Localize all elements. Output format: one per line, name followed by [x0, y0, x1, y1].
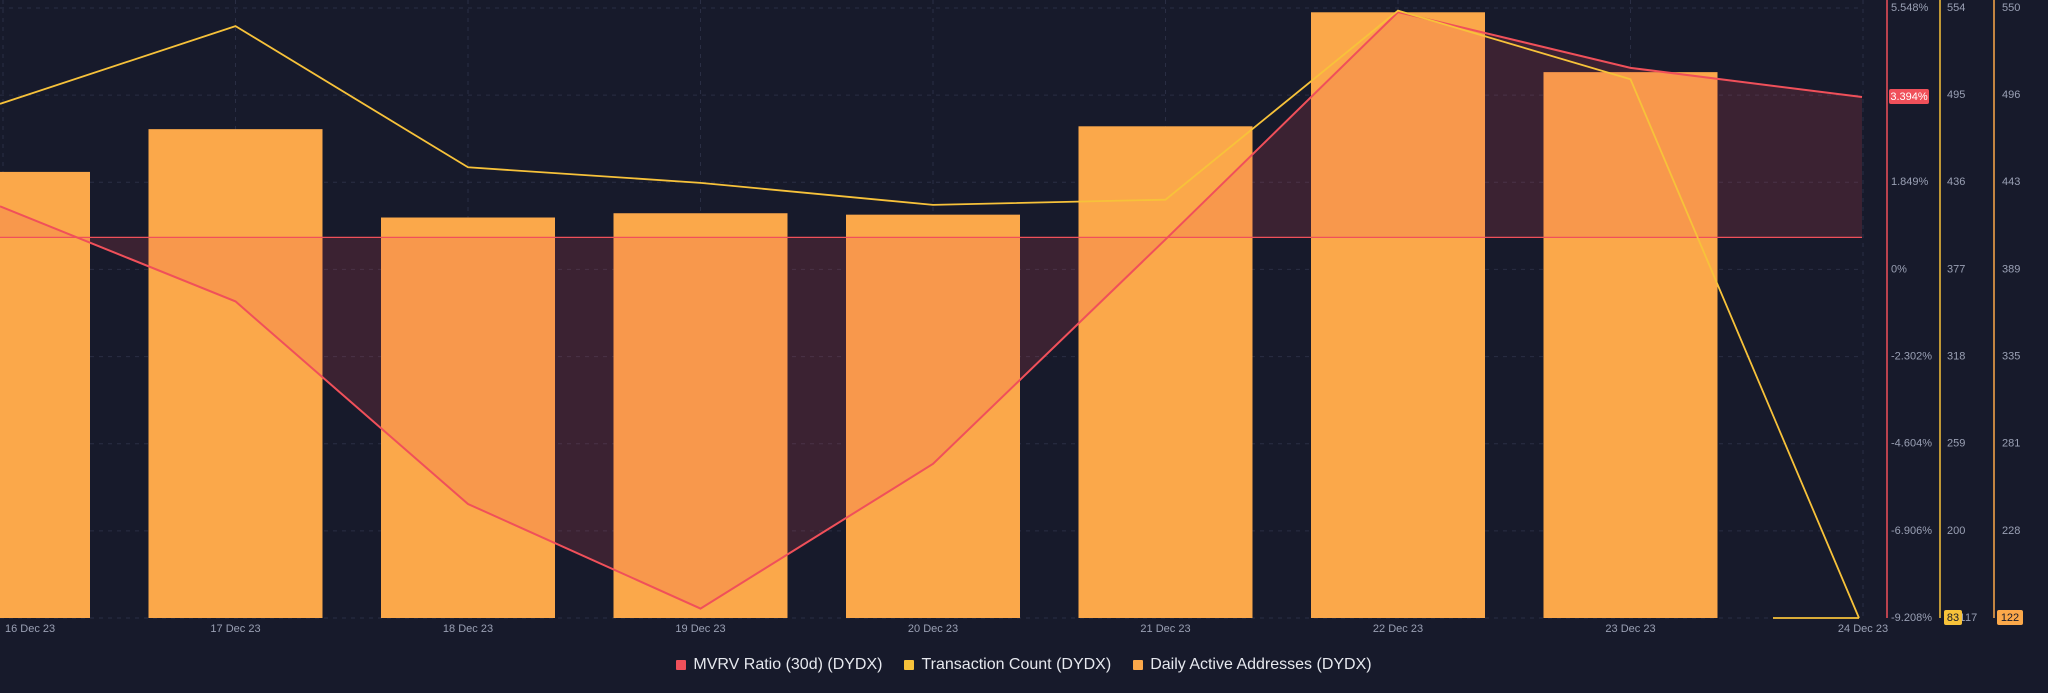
transaction-count-tick-label: 436: [1947, 176, 1965, 188]
x-axis-tick-label: 24 Dec 23: [1838, 623, 1888, 635]
daa-bar: [381, 217, 555, 618]
transaction-count-min-suffix: 17: [1965, 612, 1977, 624]
legend-item-daily-active-addresses[interactable]: Daily Active Addresses (DYDX): [1133, 656, 1372, 674]
transaction-count-min-value: 83: [1947, 612, 1959, 624]
legend-label-daily-active-addresses: Daily Active Addresses (DYDX): [1150, 656, 1372, 673]
daily-active-addresses-tick-label: 389: [2002, 263, 2020, 275]
mvrv-series: [0, 10, 1863, 610]
mvrv-tick-label: 5.548%: [1891, 2, 1929, 14]
daa-bar: [0, 171, 90, 619]
transaction-count-min-badge: [1944, 610, 1962, 625]
daily-active-addresses-tick-label: 496: [2002, 89, 2020, 101]
transaction-count-series: [0, 9, 1860, 619]
transaction-count-tick-label: 200: [1947, 525, 1965, 537]
mvrv-tick-label: -6.906%: [1891, 525, 1932, 537]
transaction-count-tick-label: 377: [1947, 263, 1965, 275]
daa-bar: [1311, 12, 1485, 619]
daily-active-addresses-bars: [0, 12, 1718, 619]
transaction-count-tick-label: 318: [1947, 350, 1965, 362]
mvrv-line: [0, 10, 1863, 610]
x-axis-tick-label: 18 Dec 23: [443, 623, 493, 635]
daily-active-addresses-min-value: 122: [2001, 612, 2019, 624]
mvrv-tick-label: -2.302%: [1891, 350, 1932, 362]
legend-swatch-transaction-count: [904, 660, 915, 670]
x-axis-tick-label: 23 Dec 23: [1605, 623, 1655, 635]
daily-active-addresses-tick-label: 550: [2002, 2, 2020, 14]
daily-active-addresses-tick-label: 281: [2002, 438, 2020, 450]
daily-active-addresses-tick-label: 228: [2002, 525, 2020, 537]
x-axis-tick-label: 22 Dec 23: [1373, 623, 1423, 635]
transaction-count-line: [0, 9, 1860, 619]
mvrv-tick-label: -4.604%: [1891, 438, 1932, 450]
legend-swatch-mvrv: [676, 660, 687, 670]
x-axis-tick-label: 19 Dec 23: [675, 623, 725, 635]
transaction-count-tick-label: 554: [1947, 2, 1965, 14]
mvrv-tick-label: 0%: [1891, 263, 1907, 275]
x-axis-tick-label: 21 Dec 23: [1140, 623, 1190, 635]
legend-label-transaction-count: Transaction Count (DYDX): [921, 656, 1112, 673]
x-axis-tick-label: 17 Dec 23: [210, 623, 260, 635]
legend-swatch-daily-active-addresses: [1133, 660, 1144, 670]
transaction-count-tick-label: 495: [1947, 89, 1965, 101]
mvrv-current-value: 3.394%: [1890, 91, 1928, 103]
x-axis-tick-label: 20 Dec 23: [908, 623, 958, 635]
daily-active-addresses-tick-label: 335: [2002, 350, 2020, 362]
axes: 5.548%3.699%1.849%0%-2.302%-4.604%-6.906…: [5, 0, 2023, 635]
daily-active-addresses-tick-label: 443: [2002, 176, 2020, 188]
mvrv-tick-label: 1.849%: [1891, 176, 1929, 188]
daa-bar: [846, 214, 1020, 618]
daa-bar: [613, 213, 788, 618]
legend-label-mvrv: MVRV Ratio (30d) (DYDX): [693, 656, 883, 673]
daa-bar: [148, 129, 323, 618]
legend-item-transaction-count[interactable]: Transaction Count (DYDX): [904, 656, 1111, 674]
x-axis-tick-label: 16 Dec 23: [5, 623, 55, 635]
chart-legend: MVRV Ratio (30d) (DYDX) Transaction Coun…: [0, 656, 2048, 674]
legend-item-mvrv[interactable]: MVRV Ratio (30d) (DYDX): [676, 656, 882, 674]
daily-active-addresses-min-badge: [1997, 610, 2023, 625]
mvrv-area: [0, 12, 1862, 609]
daa-bar: [1078, 126, 1253, 618]
daa-bar: [1543, 72, 1718, 619]
transaction-count-tick-label: 259: [1947, 438, 1965, 450]
mvrv-current-badge: [1889, 89, 1929, 105]
mvrv-tick-label: -9.208%: [1891, 612, 1932, 624]
